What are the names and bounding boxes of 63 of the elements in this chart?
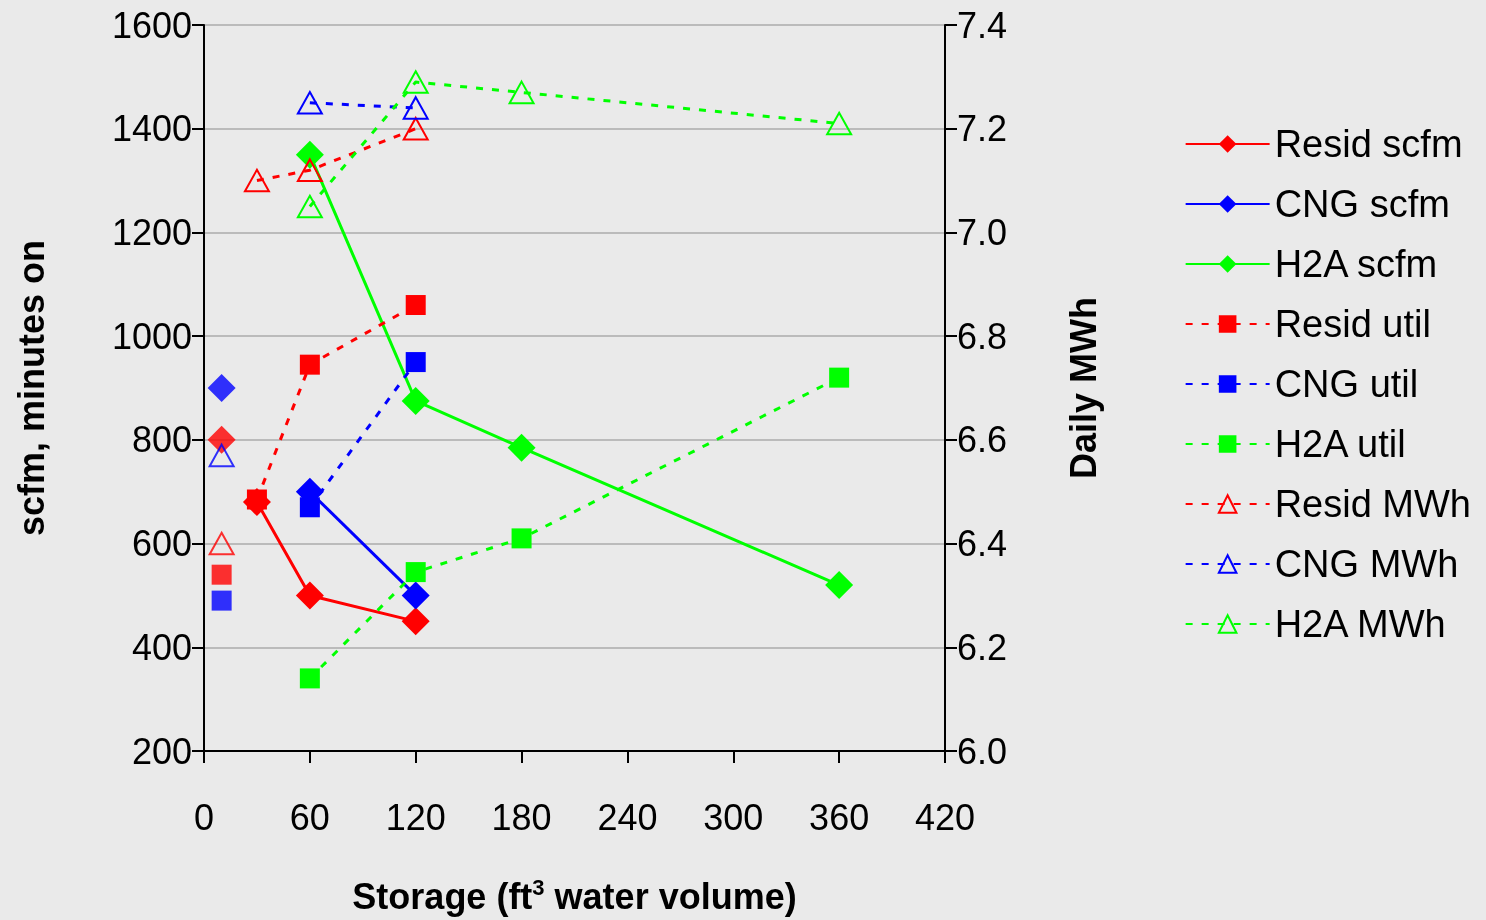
point [207,374,236,402]
point [211,590,232,611]
y-tick-label: 600 [131,523,192,565]
x-tick-label: 120 [385,796,446,838]
legend-label: CNG util [1274,363,1419,405]
point [405,562,426,583]
x-tick-label: 0 [193,796,215,838]
point [507,433,536,462]
point [508,80,535,105]
point [299,354,320,375]
y-tick-label: 800 [131,419,192,461]
point [295,140,324,169]
y-tick-label: 1200 [111,211,192,253]
y2-tick-label: 6.4 [957,523,1008,565]
y2-axis-title: Daily MWh [1062,296,1104,480]
point [402,116,429,141]
x-tick-label: 420 [914,796,976,838]
y2-tick-label: 7.0 [957,211,1008,253]
y2-tick-label: 6.0 [957,730,1008,772]
y-tick-label: 400 [131,626,192,668]
x-tick-label: 300 [703,796,764,838]
point [401,607,430,636]
legend-label: H2A MWh [1274,603,1446,645]
y2-tick-label: 6.8 [957,315,1008,357]
x-tick-label: 240 [597,796,658,838]
y2-tick-label: 7.4 [957,4,1008,46]
point [208,443,235,468]
point [825,571,854,600]
y-axis-title: scfm, minutes on [10,239,52,537]
x-tick-label: 360 [809,796,870,838]
point [299,668,320,689]
legend-label: CNG MWh [1274,543,1459,585]
point [299,497,320,518]
point [401,386,430,415]
point [243,168,270,193]
point [296,158,323,182]
y-tick-label: 200 [131,730,192,772]
y2-tick-label: 7.2 [957,108,1008,150]
y-tick-label: 1600 [111,4,192,46]
point [405,352,426,373]
point [401,581,430,610]
point [826,111,853,136]
legend-label: Resid util [1274,303,1431,345]
point [207,425,236,454]
x-tick-label: 180 [491,796,552,838]
point [208,531,235,556]
point [511,528,532,549]
y-tick-label: 1000 [111,315,192,357]
y2-tick-label: 6.2 [957,626,1008,668]
point [405,295,426,316]
legend-label: CNG scfm [1274,183,1450,225]
point [211,564,232,585]
point [295,581,324,610]
legend-label: H2A util [1274,423,1406,465]
y-tick-label: 1400 [111,108,192,150]
point [296,194,323,219]
x-tick-label: 60 [289,796,330,838]
point [402,70,429,94]
y2-tick-label: 6.6 [957,419,1008,461]
legend-label: Resid scfm [1274,123,1463,165]
legend-label: H2A scfm [1274,243,1438,285]
point [829,367,850,388]
legend-label: Resid MWh [1274,483,1472,525]
